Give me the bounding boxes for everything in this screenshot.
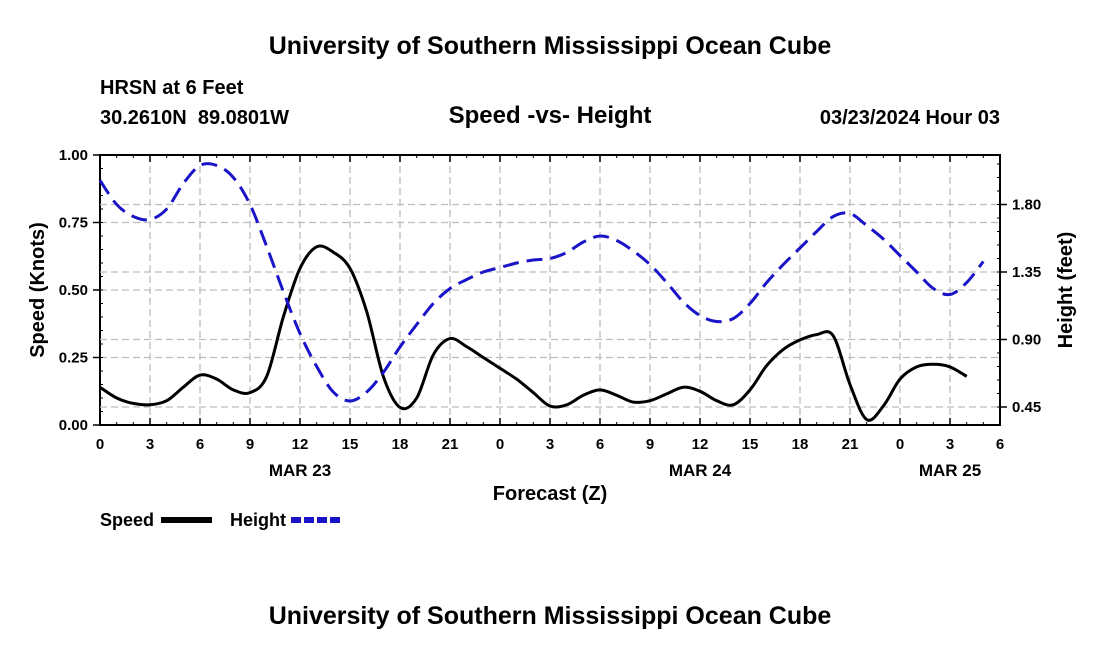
legend: Speed Height <box>100 510 342 530</box>
x-tick-label: 0 <box>496 436 504 453</box>
x-tick-label: 0 <box>96 436 104 453</box>
gridlines <box>100 155 1000 425</box>
x-tick-label: 18 <box>392 436 409 453</box>
x-tick-label: 12 <box>292 436 309 453</box>
x-tick-label: 21 <box>442 436 459 453</box>
x-tick-label: 12 <box>692 436 709 453</box>
y2-tick-label: 1.80 <box>1012 197 1041 214</box>
legend-speed-label: Speed <box>100 510 154 530</box>
x-tick-label: 0 <box>896 436 904 453</box>
y-tick-label: 0.50 <box>59 282 88 299</box>
series-line-height <box>98 162 985 403</box>
x-tick-label: 9 <box>246 436 254 453</box>
x-tick-label: 6 <box>596 436 604 453</box>
x-tick-label: 6 <box>196 436 204 453</box>
y-tick-label: 0.25 <box>59 350 88 367</box>
footer-title: University of Southern Mississippi Ocean… <box>268 602 832 630</box>
y-tick-label: 0.00 <box>59 417 88 434</box>
date-label: MAR 23 <box>269 461 331 480</box>
y2-tick-label: 1.35 <box>1012 264 1041 281</box>
x-tick-label: 18 <box>792 436 809 453</box>
x-tick-label: 15 <box>342 436 359 453</box>
axis-ticks <box>93 154 1007 426</box>
series-lines <box>98 162 985 422</box>
page-title: University of Southern Mississippi Ocean… <box>268 32 832 60</box>
x-tick-label: 3 <box>146 436 154 453</box>
station-name: HRSN at 6 Feet <box>100 77 244 99</box>
x-axis-label: Forecast (Z) <box>493 483 607 505</box>
y2-tick-label: 0.90 <box>1012 332 1041 349</box>
y-tick-label: 0.75 <box>59 215 88 232</box>
chart-title: Speed -vs- Height <box>448 102 652 129</box>
x-tick-label: 3 <box>946 436 954 453</box>
legend-height-label: Height <box>230 510 286 530</box>
forecast-datetime: 03/23/2024 Hour 03 <box>819 107 1000 129</box>
date-label: MAR 24 <box>669 461 732 480</box>
date-label: MAR 25 <box>919 461 981 480</box>
x-tick-label: 6 <box>996 436 1004 453</box>
x-tick-label: 9 <box>646 436 654 453</box>
x-tick-label: 3 <box>546 436 554 453</box>
x-tick-label: 15 <box>742 436 759 453</box>
y2-tick-label: 0.45 <box>1012 399 1041 416</box>
y-axis-label: Speed (Knots) <box>27 222 49 358</box>
station-coordinates: 30.2610N 89.0801W <box>100 107 290 129</box>
series-line-speed <box>99 244 968 422</box>
x-tick-label: 21 <box>842 436 859 453</box>
y2-axis-label: Height (feet) <box>1055 232 1077 349</box>
y-tick-label: 1.00 <box>59 147 88 164</box>
axis-labels: 0 3 6 9 12 15 18 21 0 3 6 9 12 15 18 21 0 3 6 MAR 23 MAR 24 M… <box>59 147 1041 480</box>
